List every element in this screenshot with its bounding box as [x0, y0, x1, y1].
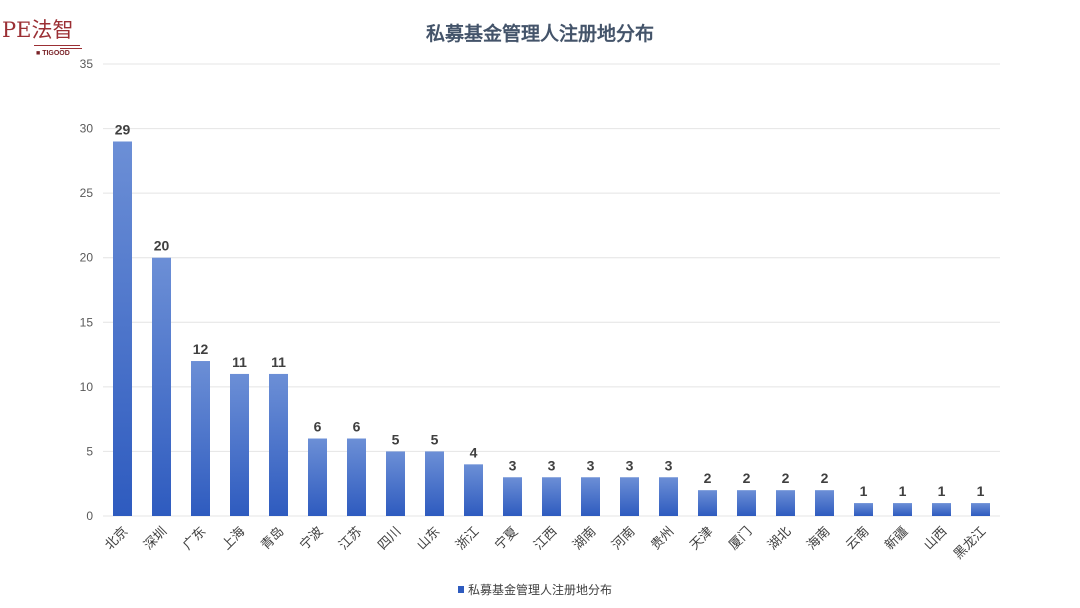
data-label: 20: [154, 238, 170, 254]
data-label: 3: [587, 457, 595, 473]
chart-title: 私募基金管理人注册地分布: [426, 22, 654, 45]
data-label: 1: [977, 483, 985, 499]
data-label: 11: [271, 354, 286, 370]
bar: [893, 503, 912, 516]
bar: [737, 490, 756, 516]
bar: [581, 477, 600, 516]
data-label: 29: [115, 121, 131, 137]
bar: [776, 490, 795, 516]
data-label: 6: [314, 419, 322, 435]
x-tick-label: 河南: [609, 524, 638, 553]
bar: [191, 361, 210, 516]
x-tick-label: 山西: [921, 524, 950, 553]
bar: [464, 464, 483, 516]
x-tick-label: 北京: [102, 524, 131, 553]
bar: [230, 373, 249, 516]
logo-divider: [60, 48, 82, 49]
x-tick-label: 上海: [219, 524, 248, 553]
legend-label: 私募基金管理人注册地分布: [468, 582, 612, 597]
x-tick-label: 江苏: [336, 524, 365, 553]
data-label: 2: [743, 470, 751, 486]
x-tick-label: 广东: [180, 524, 209, 553]
bar: [503, 477, 522, 516]
data-label: 5: [431, 431, 439, 447]
x-tick-label: 青岛: [258, 524, 287, 553]
x-tick-label: 四川: [375, 524, 404, 553]
y-tick-label: 10: [80, 380, 94, 394]
data-label: 4: [470, 444, 478, 460]
data-label: 2: [782, 470, 790, 486]
x-tick-label: 湖南: [570, 524, 599, 553]
x-tick-label: 厦门: [726, 524, 755, 553]
bar: [854, 503, 873, 516]
y-tick-label: 5: [86, 444, 93, 458]
bar: [542, 477, 561, 516]
logo-divider: [34, 45, 80, 46]
bar: [113, 141, 132, 516]
bar: [620, 477, 639, 516]
data-label: 3: [509, 457, 517, 473]
legend-swatch: [458, 586, 464, 593]
bar: [386, 451, 405, 516]
bar: [308, 438, 327, 516]
logo: PE法智 ■ TIGOOD: [2, 18, 82, 58]
bar: [659, 477, 678, 516]
data-label: 5: [392, 431, 400, 447]
data-label: 1: [899, 483, 907, 499]
bar: [815, 490, 834, 516]
y-axis: 0 5 10 15 20 25 30 35: [80, 57, 94, 523]
x-axis: 北京 深圳 广东 上海 青岛 宁波 江苏 四川 山东 浙江 宁夏 江西 湖南 河南 贵州 天津 厦门 湖北 海南 云南…: [102, 524, 989, 562]
x-tick-label: 海南: [804, 524, 833, 553]
x-tick-label: 湖北: [765, 524, 794, 553]
logo-text: PE法智: [2, 18, 74, 42]
data-label: 3: [548, 457, 556, 473]
data-label: 3: [626, 457, 634, 473]
data-label: 3: [665, 457, 673, 473]
legend: 私募基金管理人注册地分布: [458, 582, 612, 597]
x-tick-label: 深圳: [141, 524, 170, 553]
x-tick-label: 黑龙江: [950, 524, 988, 562]
data-label: 12: [193, 341, 209, 357]
y-tick-label: 0: [86, 509, 93, 523]
x-tick-label: 新疆: [882, 524, 911, 553]
data-label: 1: [860, 483, 868, 499]
x-tick-label: 贵州: [648, 524, 677, 553]
y-tick-label: 20: [80, 251, 94, 265]
x-tick-label: 浙江: [453, 524, 482, 553]
x-tick-label: 山东: [414, 524, 443, 553]
logo-subtext-label: TIGOOD: [42, 50, 70, 57]
x-tick-label: 江西: [531, 524, 560, 553]
gridlines: [103, 63, 1000, 517]
data-label: 6: [353, 419, 361, 435]
data-label: 2: [704, 470, 712, 486]
data-label: 1: [938, 483, 946, 499]
x-tick-label: 宁夏: [492, 524, 521, 553]
y-tick-label: 35: [80, 57, 94, 71]
bar: [971, 503, 990, 516]
x-tick-label: 云南: [843, 524, 872, 553]
bar: [347, 438, 366, 516]
data-label: 11: [232, 354, 247, 370]
y-tick-label: 25: [80, 186, 94, 200]
x-tick-label: 天津: [687, 524, 716, 553]
bar: [152, 257, 171, 516]
bar: [425, 451, 444, 516]
x-tick-label: 宁波: [297, 524, 326, 553]
bar: [698, 490, 717, 516]
logo-subtext: ■ TIGOOD: [36, 50, 70, 57]
bar: [932, 503, 951, 516]
y-tick-label: 15: [80, 315, 94, 329]
data-label: 2: [821, 470, 829, 486]
bar: [269, 373, 288, 516]
y-tick-label: 30: [80, 122, 94, 136]
